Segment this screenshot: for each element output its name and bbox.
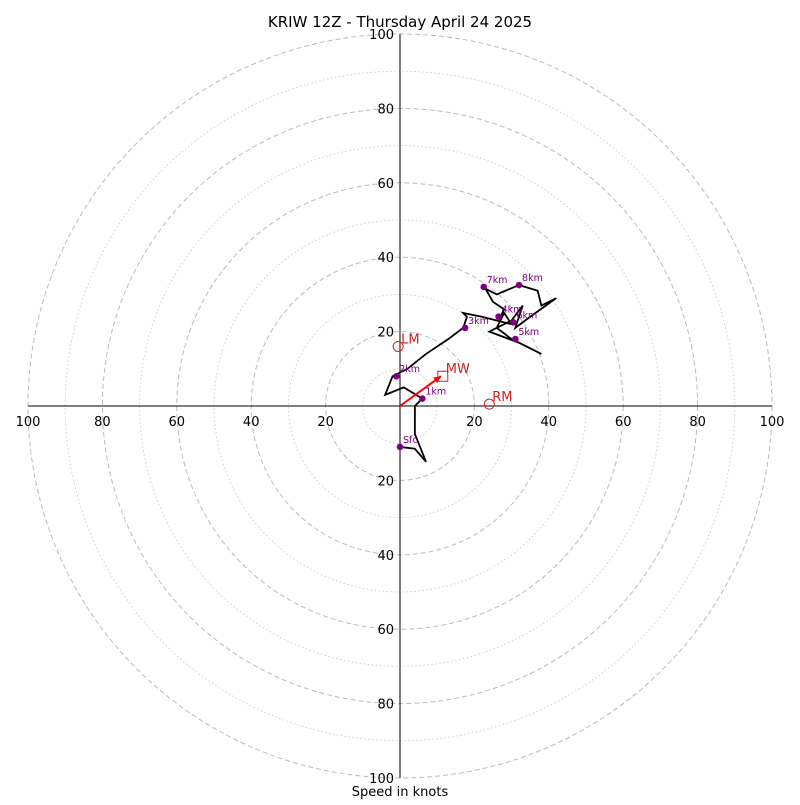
x-axis-label: Speed in knots	[352, 785, 449, 800]
y-tick-label: 100	[369, 28, 394, 43]
x-tick-label: 20	[466, 415, 483, 430]
y-tick-label: 20	[377, 326, 394, 341]
height-label-8km: 8km	[522, 273, 543, 284]
y-tick-label: 80	[377, 102, 394, 117]
height-label-3km: 3km	[468, 316, 489, 327]
x-tick-label: 80	[94, 415, 111, 430]
height-label-1km: 1km	[425, 387, 446, 398]
storm-label-mw: MW	[446, 362, 470, 377]
x-tick-label: 60	[169, 415, 186, 430]
x-tick-label: 40	[243, 415, 260, 430]
storm-label-lm: LM	[401, 332, 419, 347]
x-tick-label: 100	[16, 415, 41, 430]
x-tick-label: 100	[760, 415, 785, 430]
x-tick-label: 20	[317, 415, 334, 430]
height-label-sfc: Sfc	[403, 435, 418, 446]
y-tick-label: 60	[377, 177, 394, 192]
y-tick-label: 40	[377, 251, 394, 266]
chart-title: KRIW 12Z - Thursday April 24 2025	[268, 13, 532, 31]
height-label-7km: 7km	[487, 275, 508, 286]
x-tick-label: 40	[541, 415, 558, 430]
y-tick-label: 60	[377, 623, 394, 638]
storm-label-rm: RM	[492, 390, 512, 405]
y-tick-label: 20	[377, 474, 394, 489]
y-tick-label: 40	[377, 549, 394, 564]
height-label-2km: 2km	[399, 364, 420, 375]
x-tick-label: 80	[689, 415, 706, 430]
height-label-6km: 6km	[516, 310, 537, 321]
height-label-5km: 5km	[518, 327, 539, 338]
y-tick-label: 80	[377, 698, 394, 713]
x-tick-label: 60	[615, 415, 632, 430]
